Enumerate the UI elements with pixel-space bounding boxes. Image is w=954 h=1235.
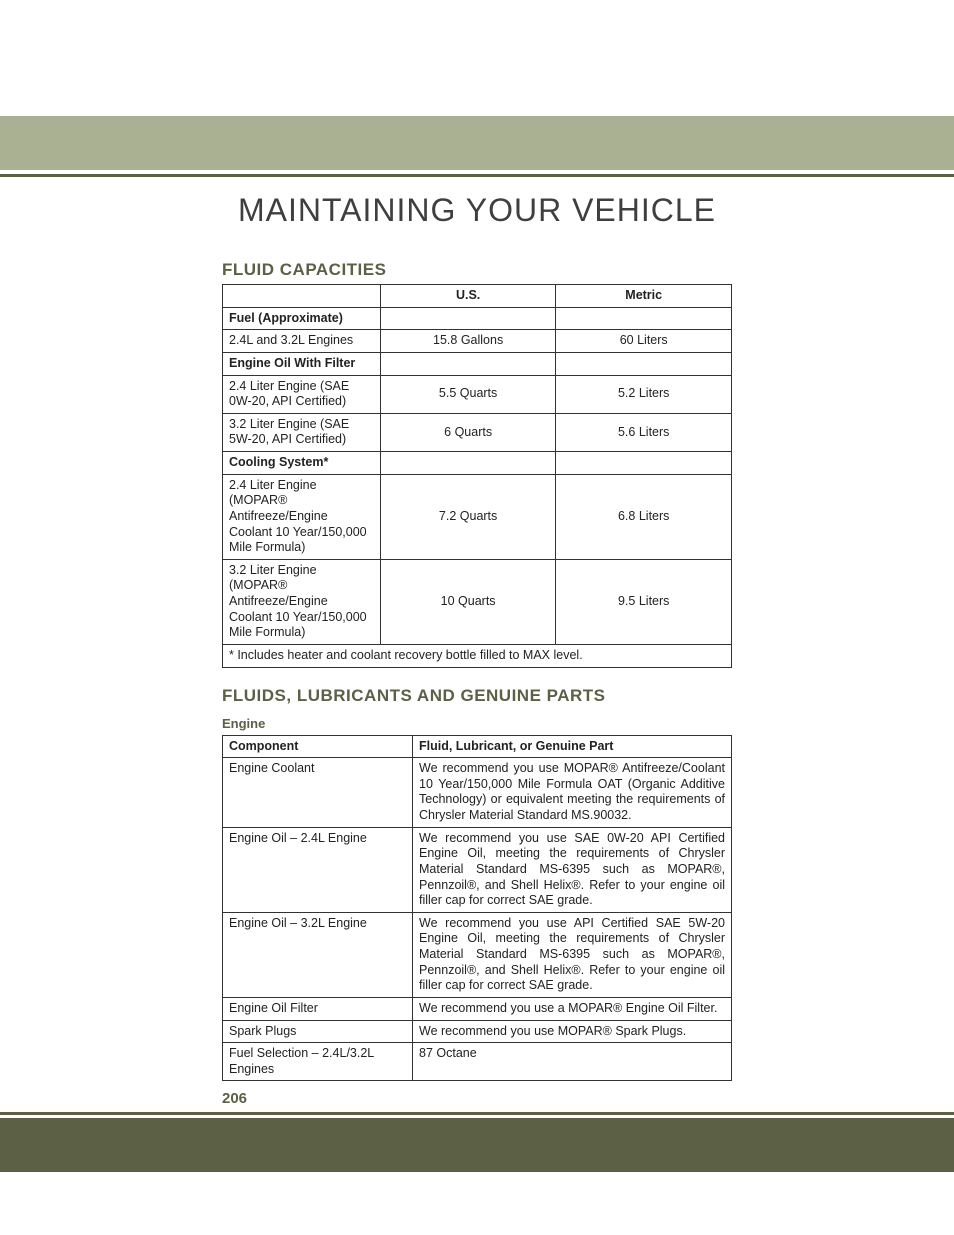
cell-label: 2.4L and 3.2L Engines [223,330,381,353]
table-header-row: U.S. Metric [223,285,732,308]
table-row: Engine Oil – 2.4L Engine We recommend yo… [223,827,732,912]
cell-component: Fuel Selection – 2.4L/3.2L Engines [223,1043,413,1081]
group-header-cooling: Cooling System* [223,452,381,475]
cell-empty [556,452,732,475]
table-row: Engine Coolant We recommend you use MOPA… [223,758,732,828]
table-row: 2.4L and 3.2L Engines 15.8 Gallons 60 Li… [223,330,732,353]
cell-metric: 5.2 Liters [556,375,732,413]
cell-empty [380,352,556,375]
table-row: Engine Oil – 3.2L Engine We recommend yo… [223,912,732,997]
page-title: MAINTAINING YOUR VEHICLE [0,192,954,229]
cell-part: We recommend you use a MOPAR® Engine Oil… [413,997,732,1020]
cell-label: 2.4 Liter Engine (SAE 0W-20, API Certifi… [223,375,381,413]
cell-part: 87 Octane [413,1043,732,1081]
cell-part: We recommend you use MOPAR® Spark Plugs. [413,1020,732,1043]
fluid-capacities-heading: FLUID CAPACITIES [222,260,732,280]
cell-component: Engine Oil – 3.2L Engine [223,912,413,997]
cell-metric: 6.8 Liters [556,474,732,559]
col-header-blank [223,285,381,308]
engine-sub-heading: Engine [222,716,732,731]
group-header-row: Cooling System* [223,452,732,475]
table-row: 3.2 Liter Engine (MOPAR® Antifreeze/Engi… [223,559,732,644]
cell-component: Engine Oil – 2.4L Engine [223,827,413,912]
cell-metric: 5.6 Liters [556,413,732,451]
header-band [0,116,954,170]
cell-metric: 60 Liters [556,330,732,353]
cell-component: Engine Coolant [223,758,413,828]
fluids-lubricants-heading: FLUIDS, LUBRICANTS AND GENUINE PARTS [222,686,732,706]
col-header-us: U.S. [380,285,556,308]
table-header-row: Component Fluid, Lubricant, or Genuine P… [223,735,732,758]
cell-part: We recommend you use SAE 0W-20 API Certi… [413,827,732,912]
cell-label: 2.4 Liter Engine (MOPAR® Antifreeze/Engi… [223,474,381,559]
table-row: Spark Plugs We recommend you use MOPAR® … [223,1020,732,1043]
page-number: 206 [222,1090,247,1107]
cell-empty [380,307,556,330]
table-row: 3.2 Liter Engine (SAE 5W-20, API Certifi… [223,413,732,451]
table-row: Fuel Selection – 2.4L/3.2L Engines 87 Oc… [223,1043,732,1081]
cell-part: We recommend you use API Certified SAE 5… [413,912,732,997]
cell-label: 3.2 Liter Engine (MOPAR® Antifreeze/Engi… [223,559,381,644]
group-header-row: Fuel (Approximate) [223,307,732,330]
cell-empty [380,452,556,475]
cell-us: 7.2 Quarts [380,474,556,559]
cell-metric: 9.5 Liters [556,559,732,644]
cell-us: 5.5 Quarts [380,375,556,413]
cell-us: 6 Quarts [380,413,556,451]
footnote-cell: * Includes heater and coolant recovery b… [223,644,732,667]
footer-rule [0,1112,954,1115]
content-area: FLUID CAPACITIES U.S. Metric Fuel (Appro… [222,260,732,1081]
group-header-row: Engine Oil With Filter [223,352,732,375]
cell-component: Spark Plugs [223,1020,413,1043]
table-row: Engine Oil Filter We recommend you use a… [223,997,732,1020]
table-row: 2.4 Liter Engine (SAE 0W-20, API Certifi… [223,375,732,413]
cell-us: 10 Quarts [380,559,556,644]
group-header-oil: Engine Oil With Filter [223,352,381,375]
footer-band [0,1118,954,1172]
table-row: 2.4 Liter Engine (MOPAR® Antifreeze/Engi… [223,474,732,559]
header-rule [0,174,954,177]
col-header-metric: Metric [556,285,732,308]
cell-empty [556,352,732,375]
cell-part: We recommend you use MOPAR® Antifreeze/C… [413,758,732,828]
cell-empty [556,307,732,330]
col-header-component: Component [223,735,413,758]
cell-us: 15.8 Gallons [380,330,556,353]
col-header-part: Fluid, Lubricant, or Genuine Part [413,735,732,758]
cell-component: Engine Oil Filter [223,997,413,1020]
fluid-capacities-table: U.S. Metric Fuel (Approximate) 2.4L and … [222,284,732,668]
table-footnote-row: * Includes heater and coolant recovery b… [223,644,732,667]
cell-label: 3.2 Liter Engine (SAE 5W-20, API Certifi… [223,413,381,451]
group-header-fuel: Fuel (Approximate) [223,307,381,330]
fluids-lubricants-table: Component Fluid, Lubricant, or Genuine P… [222,735,732,1082]
